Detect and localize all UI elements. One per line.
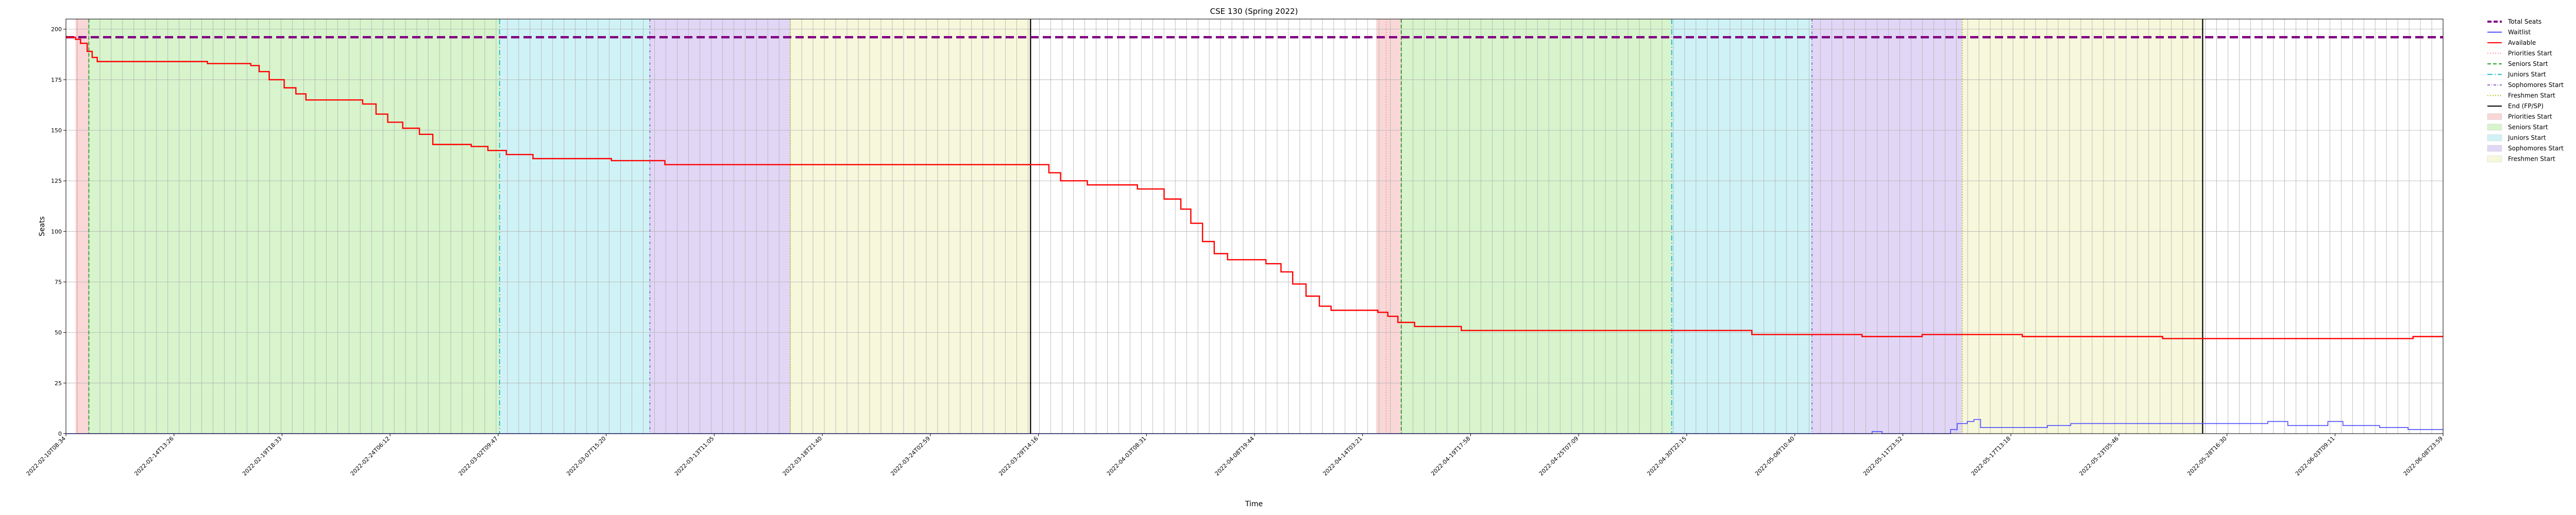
shaded-region	[1811, 19, 1962, 434]
x-tick-label: 2022-03-13T11:05	[673, 435, 716, 477]
legend-swatch	[2487, 113, 2502, 120]
x-tick-label: 2022-04-14T03:21	[1321, 435, 1364, 477]
shaded-region	[1376, 19, 1401, 434]
x-tick-label: 2022-02-10T08:34	[25, 435, 67, 477]
y-axis-label: Seats	[38, 216, 46, 236]
x-tick-label: 2022-06-08T23:59	[2402, 435, 2445, 477]
series-available	[66, 37, 2443, 339]
y-tick-label: 125	[51, 178, 62, 184]
y-tick-label: 50	[55, 330, 62, 336]
legend-label: Total Seats	[2507, 18, 2541, 25]
legend-swatch	[2487, 156, 2502, 162]
y-tick-label: 175	[51, 77, 62, 83]
x-tick-label: 2022-03-02T09:47	[457, 435, 499, 477]
legend-label: Freshmen Start	[2508, 156, 2555, 163]
legend-label: Seniors Start	[2508, 124, 2548, 131]
shaded-region	[1962, 19, 2203, 434]
legend-label: End (FP/SP)	[2508, 102, 2544, 110]
legend-label: Available	[2508, 39, 2536, 46]
legend-swatch	[2487, 145, 2502, 152]
x-tick-label: 2022-02-24T06:12	[349, 435, 392, 477]
x-tick-label: 2022-04-30T22:15	[1646, 435, 1688, 477]
series-waitlist	[66, 419, 2443, 434]
legend-label: Priorities Start	[2508, 50, 2552, 57]
x-tick-label: 2022-05-28T16:30	[2186, 435, 2228, 477]
legend-label: Seniors Start	[2508, 60, 2548, 67]
shaded-region	[1671, 19, 1812, 434]
y-tick-label: 200	[51, 26, 62, 33]
y-tick-label: 100	[51, 228, 62, 235]
legend-label: Juniors Start	[2507, 134, 2546, 142]
x-tick-label: 2022-04-03T08:31	[1106, 435, 1148, 477]
plot-area: 0 25 50 75 100 125 150 175 200 2022-02-10T08:34 20…	[25, 19, 2445, 477]
shaded-region	[75, 19, 89, 434]
x-tick-label: 2022-03-24T02:59	[889, 435, 931, 477]
x-tick-label: 2022-05-06T10:40	[1754, 435, 1796, 477]
shaded-region	[650, 19, 790, 434]
y-tick-label: 75	[55, 279, 62, 285]
legend-label: Priorities Start	[2508, 113, 2552, 121]
x-tick-label: 2022-06-03T09:11	[2294, 435, 2336, 477]
chart-title: CSE 130 (Spring 2022)	[1210, 7, 1298, 16]
x-tick-label: 2022-05-17T13:18	[1970, 435, 2012, 477]
x-tick-label: 2022-05-23T05:46	[2078, 435, 2120, 477]
y-tick-label: 0	[58, 431, 62, 437]
legend-swatch	[2487, 124, 2502, 131]
x-tick-label: 2022-02-14T13:26	[133, 435, 175, 477]
x-tick-label: 2022-05-11T23:52	[1862, 435, 1904, 477]
x-tick-label: 2022-04-19T17:58	[1430, 435, 1472, 477]
legend-swatch	[2487, 134, 2502, 141]
x-axis-label: Time	[1245, 500, 1263, 508]
legend-label: Juniors Start	[2507, 71, 2546, 78]
legend-label: Sophomores Start	[2508, 145, 2564, 152]
legend-label: Waitlist	[2508, 29, 2531, 36]
shaded-region	[89, 19, 500, 434]
y-tick-label: 150	[51, 127, 62, 134]
shaded-region	[790, 19, 1031, 434]
x-tick-label: 2022-03-18T21:40	[782, 435, 824, 477]
x-tick-label: 2022-02-19T18:33	[241, 435, 283, 477]
x-tick-label: 2022-04-25T07:09	[1538, 435, 1580, 477]
shaded-region	[1401, 19, 1672, 434]
x-tick-label: 2022-04-08T19:44	[1214, 435, 1256, 477]
x-tick-label: 2022-03-29T14:16	[997, 435, 1040, 477]
y-tick-label: 25	[55, 380, 62, 387]
shaded-region	[499, 19, 650, 434]
legend-label: Freshmen Start	[2508, 92, 2555, 99]
legend: Total Seats Waitlist Available Priorities S…	[2487, 18, 2564, 163]
x-tick-label: 2022-03-07T15:20	[565, 435, 607, 477]
legend-label: Sophomores Start	[2508, 81, 2564, 89]
